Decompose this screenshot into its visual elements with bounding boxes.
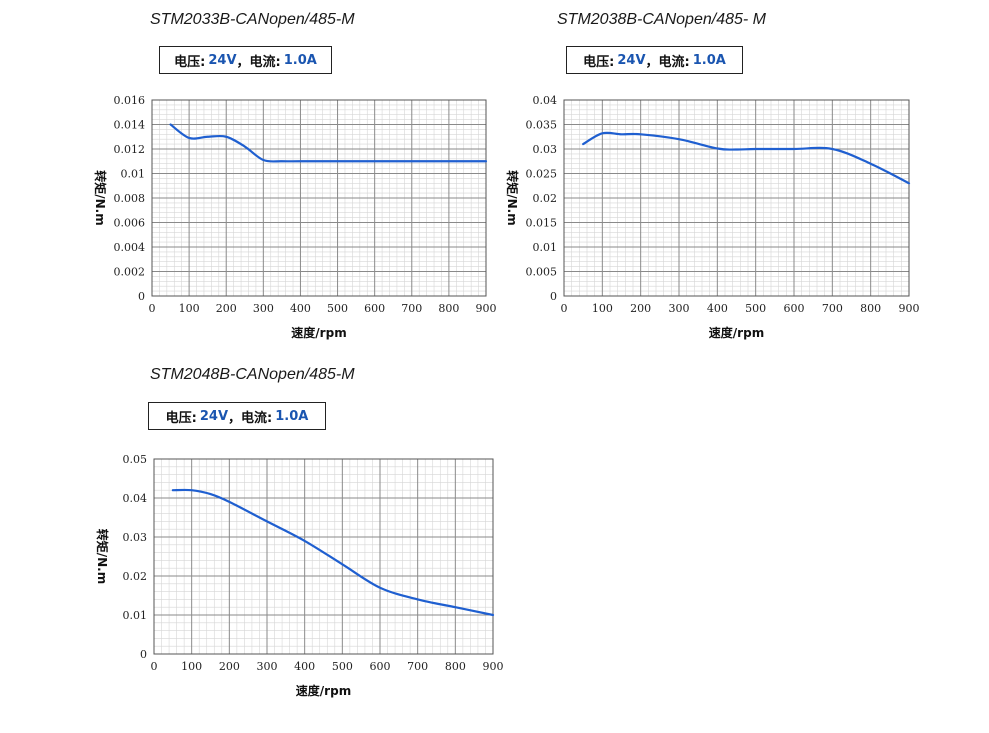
x-tick-label: 0 <box>149 302 156 315</box>
x-tick-label: 0 <box>151 660 158 673</box>
x-tick-label: 600 <box>784 302 805 315</box>
x-tick-label: 500 <box>327 302 348 315</box>
y-tick-label: 0.04 <box>123 492 148 505</box>
x-tick-label: 200 <box>219 660 240 673</box>
y-tick-label: 0.01 <box>533 241 558 254</box>
y-tick-label: 0 <box>138 290 145 303</box>
plot-frame <box>563 99 910 297</box>
x-tick-label: 900 <box>899 302 920 315</box>
x-axis-label: 速度/rpm <box>709 325 764 340</box>
voltage-label: 电压: <box>583 54 615 70</box>
plot-frame <box>153 458 494 655</box>
y-tick-label: 0.035 <box>526 119 558 132</box>
spec-separator: ， <box>645 54 659 70</box>
y-tick-label: 0.03 <box>533 143 558 156</box>
x-tick-label: 400 <box>294 660 315 673</box>
y-tick-label: 0 <box>550 290 557 303</box>
x-tick-label: 900 <box>476 302 497 315</box>
chart-1-title: STM2033B-CANopen/485-M <box>150 11 355 28</box>
y-axis-label: 转矩/N.m <box>93 170 108 226</box>
chart-2-spec-box: 电压: 24V ， 电流: 1.0A <box>566 46 743 74</box>
current-label: 电流: <box>658 54 690 70</box>
x-tick-label: 500 <box>332 660 353 673</box>
y-tick-label: 0.02 <box>533 192 558 205</box>
y-axis-label: 转矩/N.m <box>95 529 110 585</box>
x-tick-label: 500 <box>745 302 766 315</box>
x-tick-label: 600 <box>370 660 391 673</box>
y-tick-label: 0.05 <box>123 453 148 466</box>
chart-1-spec-box: 电压: 24V ， 电流: 1.0A <box>159 46 332 74</box>
y-axis-label: 转矩/N.m <box>505 170 520 226</box>
x-tick-label: 300 <box>669 302 690 315</box>
voltage-label: 电压: <box>174 54 206 70</box>
x-tick-label: 800 <box>445 660 466 673</box>
y-tick-label: 0.002 <box>114 266 146 279</box>
voltage-value: 24V <box>199 408 229 424</box>
y-tick-label: 0.014 <box>114 119 146 132</box>
x-axis-label: 速度/rpm <box>296 683 351 698</box>
y-tick-label: 0.02 <box>123 570 148 583</box>
y-tick-label: 0.006 <box>114 217 146 230</box>
x-tick-label: 200 <box>630 302 651 315</box>
x-tick-label: 600 <box>364 302 385 315</box>
y-tick-label: 0.025 <box>526 168 558 181</box>
y-tick-label: 0.004 <box>114 241 146 254</box>
x-tick-label: 700 <box>407 660 428 673</box>
chart-3-title: STM2048B-CANopen/485-M <box>150 366 355 383</box>
chart-3-spec-box: 电压: 24V ， 电流: 1.0A <box>148 402 326 430</box>
torque-curve-line <box>582 131 911 185</box>
y-tick-label: 0.015 <box>526 217 558 230</box>
current-value: 1.0A <box>283 52 317 68</box>
x-tick-label: 100 <box>179 302 200 315</box>
torque-curve-line <box>171 488 495 617</box>
x-tick-label: 800 <box>438 302 459 315</box>
y-tick-label: 0.01 <box>123 609 148 622</box>
voltage-value: 24V <box>208 52 237 68</box>
x-tick-label: 100 <box>592 302 613 315</box>
current-value: 1.0A <box>692 52 726 68</box>
y-tick-label: 0.03 <box>123 531 148 544</box>
y-tick-label: 0.04 <box>533 94 558 107</box>
spec-separator: ， <box>236 54 250 70</box>
x-tick-label: 400 <box>707 302 728 315</box>
chart-2-title: STM2038B-CANopen/485- M <box>557 11 766 28</box>
x-tick-label: 100 <box>181 660 202 673</box>
plot-frame <box>151 99 487 297</box>
x-tick-label: 300 <box>257 660 278 673</box>
x-tick-label: 700 <box>401 302 422 315</box>
y-tick-label: 0.008 <box>114 192 146 205</box>
torque-curve-line <box>169 123 488 163</box>
x-tick-label: 800 <box>860 302 881 315</box>
x-tick-label: 0 <box>561 302 568 315</box>
x-tick-label: 900 <box>483 660 504 673</box>
y-tick-label: 0.005 <box>526 266 558 279</box>
x-axis-label: 速度/rpm <box>291 325 346 340</box>
spec-separator: ， <box>228 410 242 426</box>
x-tick-label: 300 <box>253 302 274 315</box>
voltage-value: 24V <box>617 52 646 68</box>
y-tick-label: 0 <box>140 648 147 661</box>
x-tick-label: 200 <box>216 302 237 315</box>
y-tick-label: 0.01 <box>121 168 146 181</box>
current-label: 电流: <box>241 410 273 426</box>
current-label: 电流: <box>249 54 281 70</box>
x-tick-label: 700 <box>822 302 843 315</box>
y-tick-label: 0.016 <box>114 94 146 107</box>
y-tick-label: 0.012 <box>114 143 146 156</box>
voltage-label: 电压: <box>165 410 197 426</box>
current-value: 1.0A <box>275 408 309 424</box>
x-tick-label: 400 <box>290 302 311 315</box>
